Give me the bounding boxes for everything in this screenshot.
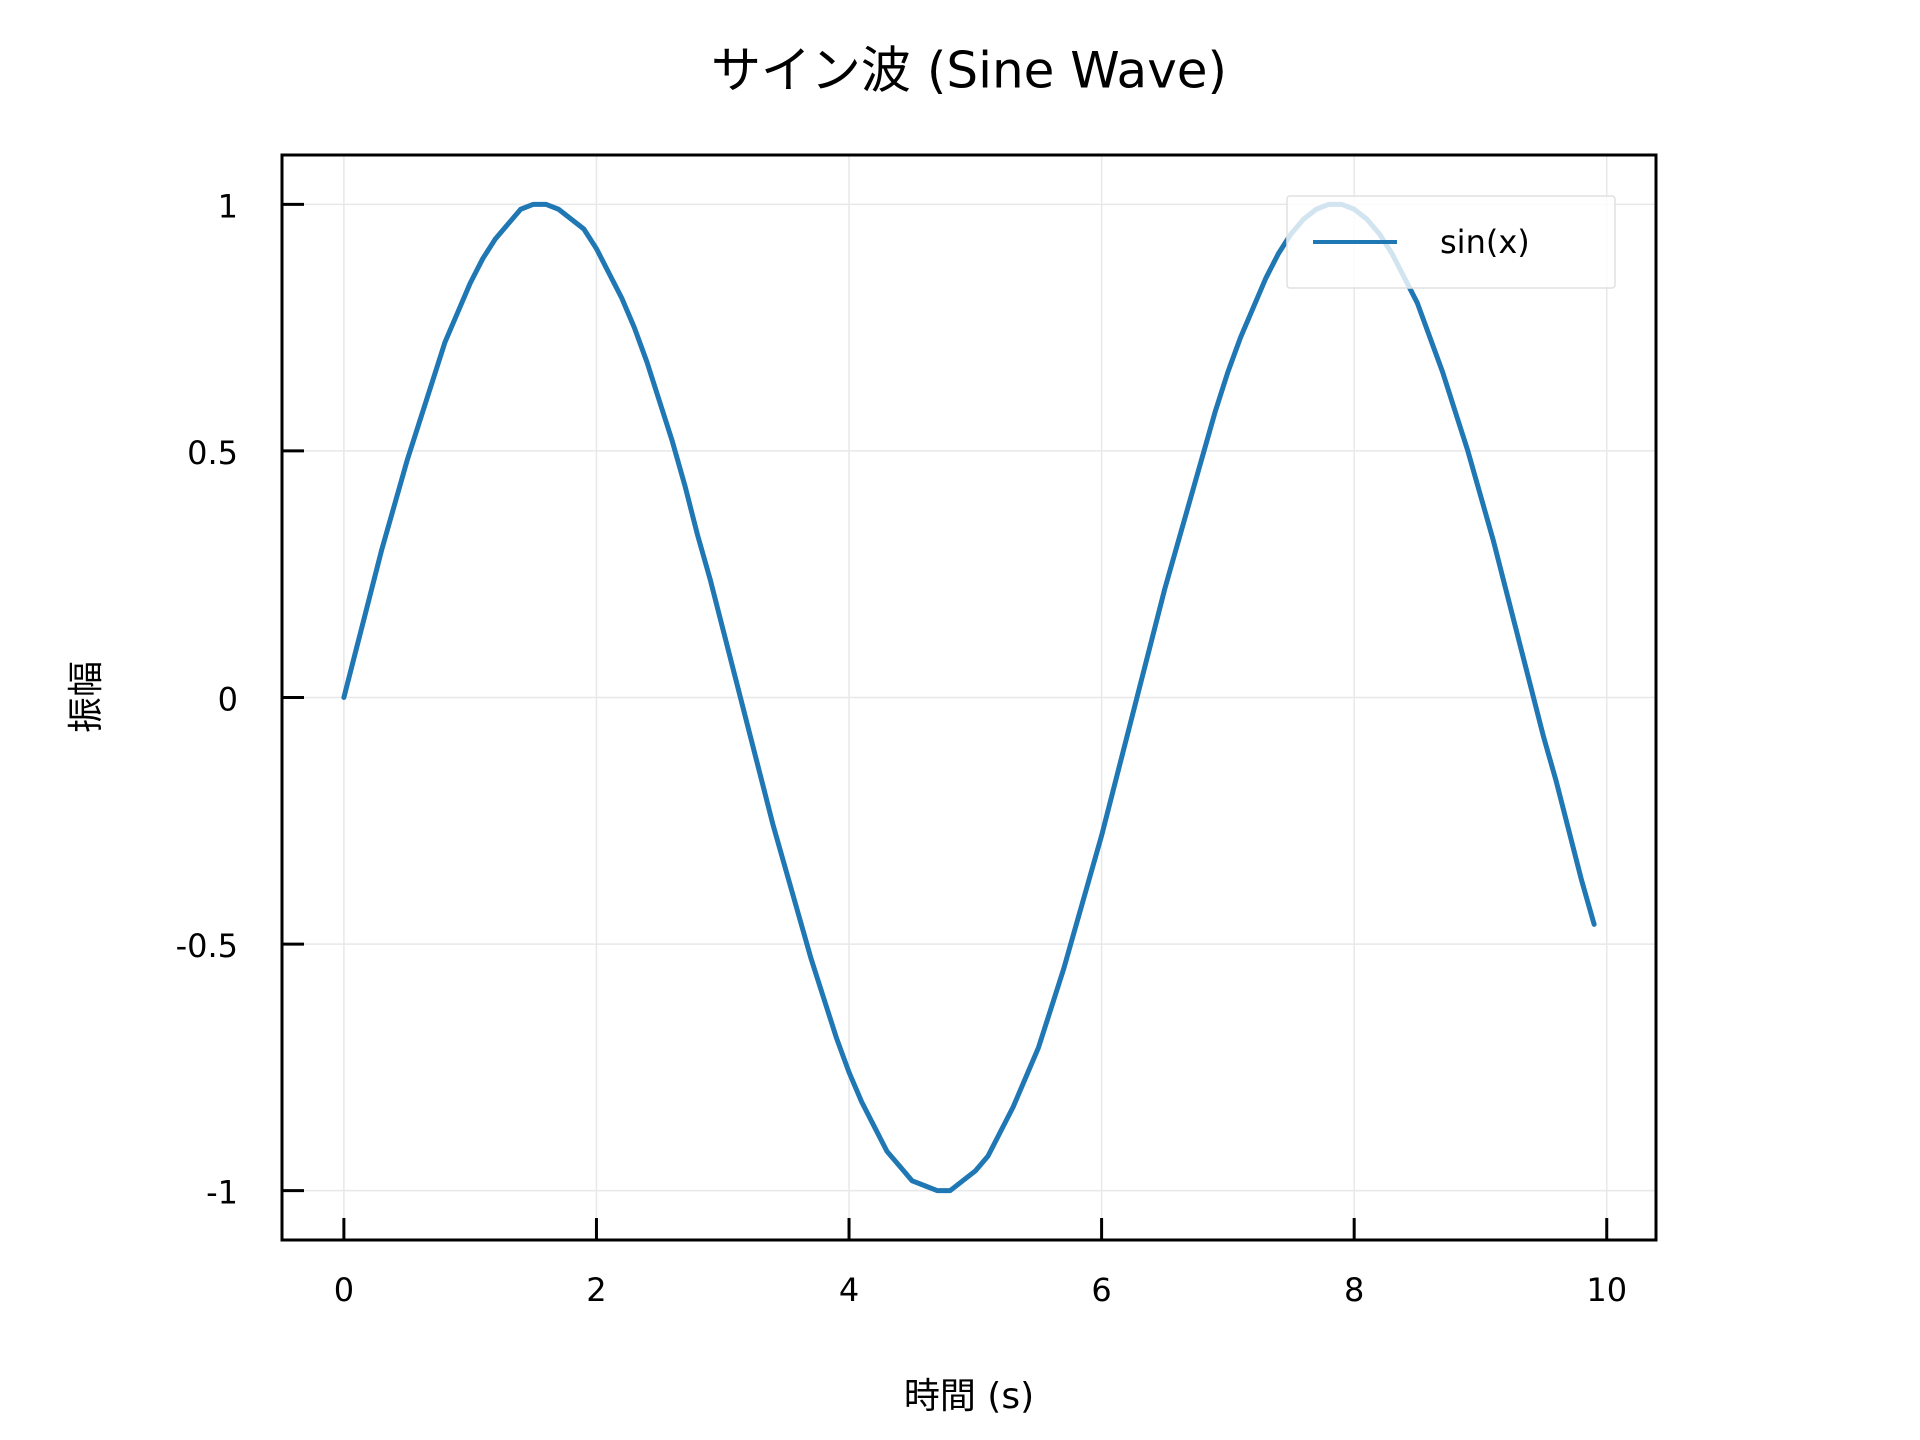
x-tick-label: 4 (839, 1271, 859, 1309)
y-tick-label: 0.5 (187, 434, 238, 472)
x-tick-label: 2 (586, 1271, 606, 1309)
x-axis-label: 時間 (s) (904, 1376, 1034, 1417)
legend-label: sin(x) (1440, 223, 1530, 261)
legend-box (1286, 195, 1616, 289)
x-tick-label: 8 (1344, 1271, 1364, 1309)
y-tick-label: -1 (206, 1174, 238, 1212)
x-tick-label: 10 (1586, 1271, 1627, 1309)
chart-title: サイン波 (Sine Wave) (711, 42, 1227, 100)
x-tick-label: 6 (1091, 1271, 1111, 1309)
y-axis-label: 振幅 (66, 661, 107, 733)
plot-frame (280, 153, 1658, 1242)
y-tick-label: -0.5 (176, 927, 238, 965)
y-tick-label: 1 (218, 187, 238, 225)
y-tick-label: 0 (218, 681, 238, 719)
x-tick-label: 0 (334, 1271, 354, 1309)
